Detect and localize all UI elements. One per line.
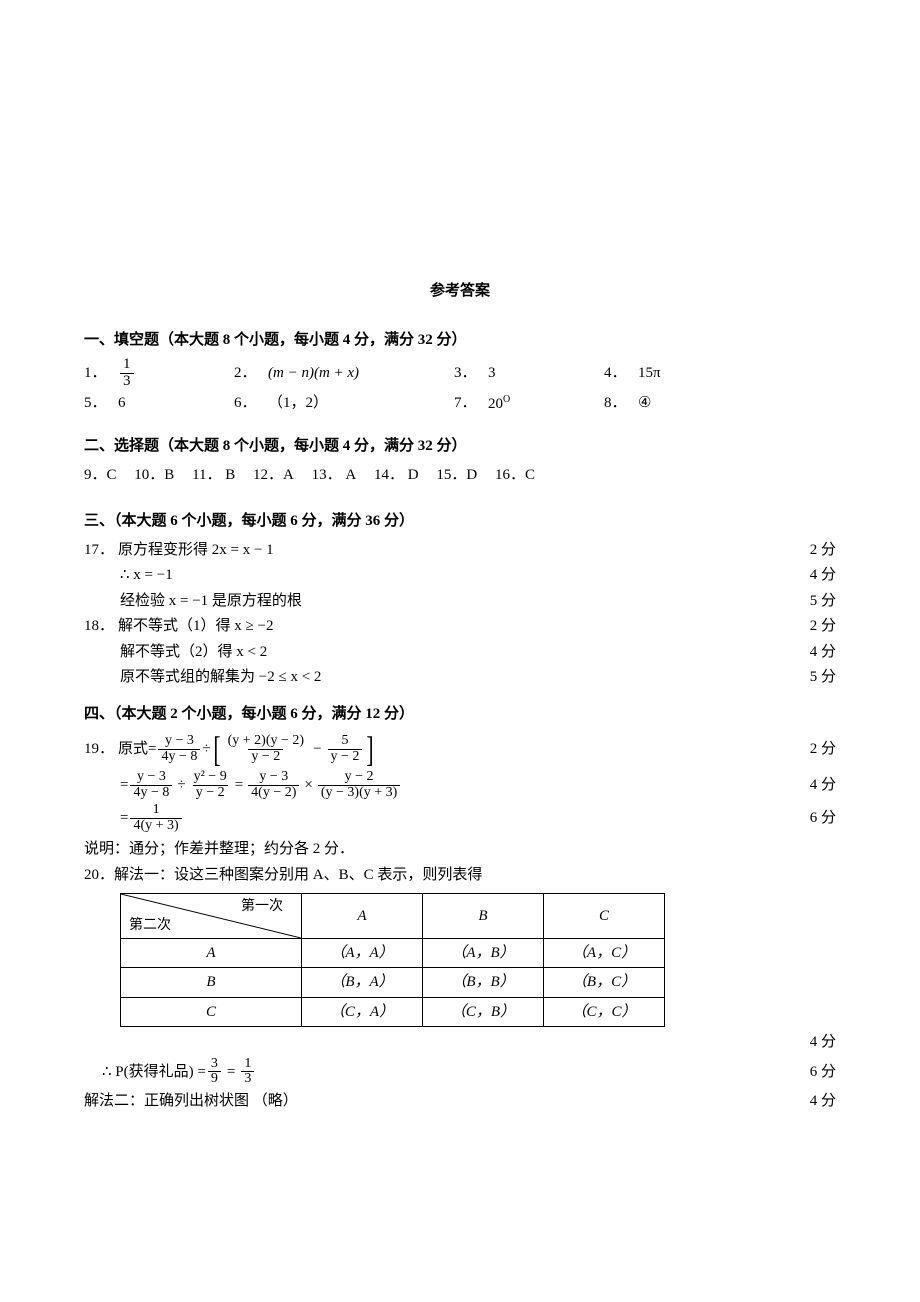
q19-f4: y − 34y − 8 — [130, 770, 172, 800]
table-row: C （C，A） （C，B） （C，C） — [121, 997, 665, 1027]
fill-row-1: 1． 1 3 2． (m − n)(m + x) 3． 3 4． 15π — [84, 357, 836, 390]
cell: （A，A） — [302, 938, 423, 968]
col-B: B — [423, 893, 544, 938]
left-bracket-icon: [ — [213, 731, 220, 767]
q8: 8． ④ — [604, 392, 651, 415]
cell: （B，C） — [544, 968, 665, 998]
mc-15: 15．D — [436, 464, 477, 487]
table-row: A （A，A） （A，B） （A，C） — [121, 938, 665, 968]
q8-ans: ④ — [638, 392, 651, 415]
diag-header: 第一次 第二次 — [121, 893, 302, 938]
row-C: C — [121, 997, 302, 1027]
right-bracket-icon: ] — [367, 731, 374, 767]
col-A: A — [302, 893, 423, 938]
q7-ans: 20O — [488, 392, 510, 416]
section2-header: 二、选择题（本大题 8 个小题，每小题 4 分，满分 32 分） — [84, 435, 836, 458]
q19-f3: 5y − 2 — [328, 734, 363, 764]
cell: （C，C） — [544, 997, 665, 1027]
fill-row-2: 5． 6 6． （1，2） 7． 20O 8． ④ — [84, 392, 836, 416]
mc-11: 11． B — [192, 464, 235, 487]
q2-ans: (m − n)(m + x) — [268, 362, 359, 385]
q7: 7． 20O — [454, 392, 604, 416]
cell: （C，B） — [423, 997, 544, 1027]
answer-key-page: 参考答案 一、填空题（本大题 8 个小题，每小题 4 分，满分 32 分） 1．… — [0, 0, 920, 1236]
q2-num: 2． — [234, 362, 268, 385]
q19-note: 说明：通分；作差并整理；约分各 2 分． — [84, 838, 836, 861]
q20-alt: 解法二：正确列出树状图 （略） 4 分 — [84, 1090, 836, 1113]
mc-13: 13． A — [312, 464, 357, 487]
q19-f8: 14(y + 3) — [130, 803, 181, 833]
q19-f1: y − 34y − 8 — [158, 734, 200, 764]
q6-ans: （1，2） — [268, 392, 328, 415]
q7-num: 7． — [454, 392, 488, 415]
q6: 6． （1，2） — [234, 392, 454, 415]
prob-frac-b: 13 — [241, 1057, 254, 1087]
table-row: 第一次 第二次 A B C — [121, 893, 665, 938]
cell: （A，C） — [544, 938, 665, 968]
q3-num: 3． — [454, 362, 488, 385]
section1-header: 一、填空题（本大题 8 个小题，每小题 4 分，满分 32 分） — [84, 329, 836, 352]
cell: （A，B） — [423, 938, 544, 968]
q19-f7: y − 2(y − 3)(y + 3) — [318, 770, 400, 800]
q3: 3． 3 — [454, 362, 604, 385]
q1-num: 1． — [84, 362, 118, 385]
col-C: C — [544, 893, 665, 938]
q19-l2: = y − 34y − 8 ÷ y² − 9y − 2 = y − 34(y −… — [84, 770, 836, 800]
mc-10: 10．B — [134, 464, 174, 487]
q5: 5． 6 — [84, 392, 234, 415]
cell: （C，A） — [302, 997, 423, 1027]
q2: 2． (m − n)(m + x) — [234, 362, 454, 385]
q17-l3: 经检验 x = −1 是原方程的根 5 分 — [84, 590, 836, 613]
q20-prob: ∴ P(获得礼品) = 39 = 13 6 分 — [84, 1057, 836, 1087]
q18-l3: 原不等式组的解集为 −2 ≤ x < 2 5 分 — [84, 666, 836, 689]
q4-num: 4． — [604, 362, 638, 385]
q20-table: 第一次 第二次 A B C A （A，A） （A，B） （A，C） B （B，A… — [120, 893, 665, 1028]
q19-f5: y² − 9y − 2 — [191, 770, 230, 800]
mc-14: 14． D — [374, 464, 419, 487]
q1-ans: 1 3 — [120, 357, 134, 390]
q20-intro: 20．解法一：设这三种图案分别用 A、B、C 表示，则列表得 — [84, 864, 836, 887]
q8-num: 8． — [604, 392, 638, 415]
q19-bracket: [ (y + 2)(y − 2)y − 2 − 5y − 2 ] — [211, 731, 377, 767]
q19-l1: 19． 原式= y − 34y − 8 ÷ [ (y + 2)(y − 2)y … — [84, 731, 836, 767]
q19-f6: y − 34(y − 2) — [248, 770, 299, 800]
q4-ans: 15π — [638, 362, 661, 385]
row-B: B — [121, 968, 302, 998]
q5-ans: 6 — [118, 392, 126, 415]
q18-l1: 18．解不等式（1）得 x ≥ −2 2 分 — [84, 615, 836, 638]
q4: 4． 15π — [604, 362, 661, 385]
q20-score1: 4 分 — [84, 1031, 836, 1054]
q17-l1: 17．原方程变形得 2x = x − 1 2 分 — [84, 539, 836, 562]
q3-ans: 3 — [488, 362, 496, 385]
mc-9: 9．C — [84, 464, 117, 487]
mc-row: 9．C 10．B 11． B 12．A 13． A 14． D 15．D 16．… — [84, 464, 836, 487]
prob-frac-a: 39 — [208, 1057, 221, 1087]
table-row: B （B，A） （B，B） （B，C） — [121, 968, 665, 998]
section4-header: 四、（本大题 2 个小题，每小题 6 分，满分 12 分） — [84, 703, 836, 726]
mc-12: 12．A — [253, 464, 294, 487]
q5-num: 5． — [84, 392, 118, 415]
cell: （B，A） — [302, 968, 423, 998]
page-title: 参考答案 — [84, 280, 836, 303]
section3-header: 三、（本大题 6 个小题，每小题 6 分，满分 36 分） — [84, 510, 836, 533]
row-A: A — [121, 938, 302, 968]
q1: 1． 1 3 — [84, 357, 234, 390]
q18-l2: 解不等式（2）得 x < 2 4 分 — [84, 641, 836, 664]
q17-l2: ∴ x = −1 4 分 — [84, 564, 836, 587]
q19-l3: = 14(y + 3) 6 分 — [84, 803, 836, 833]
diag-cell: 第一次 第二次 — [121, 894, 301, 938]
mc-16: 16．C — [495, 464, 535, 487]
cell: （B，B） — [423, 968, 544, 998]
q19-f2: (y + 2)(y − 2)y − 2 — [225, 734, 307, 764]
q6-num: 6． — [234, 392, 268, 415]
